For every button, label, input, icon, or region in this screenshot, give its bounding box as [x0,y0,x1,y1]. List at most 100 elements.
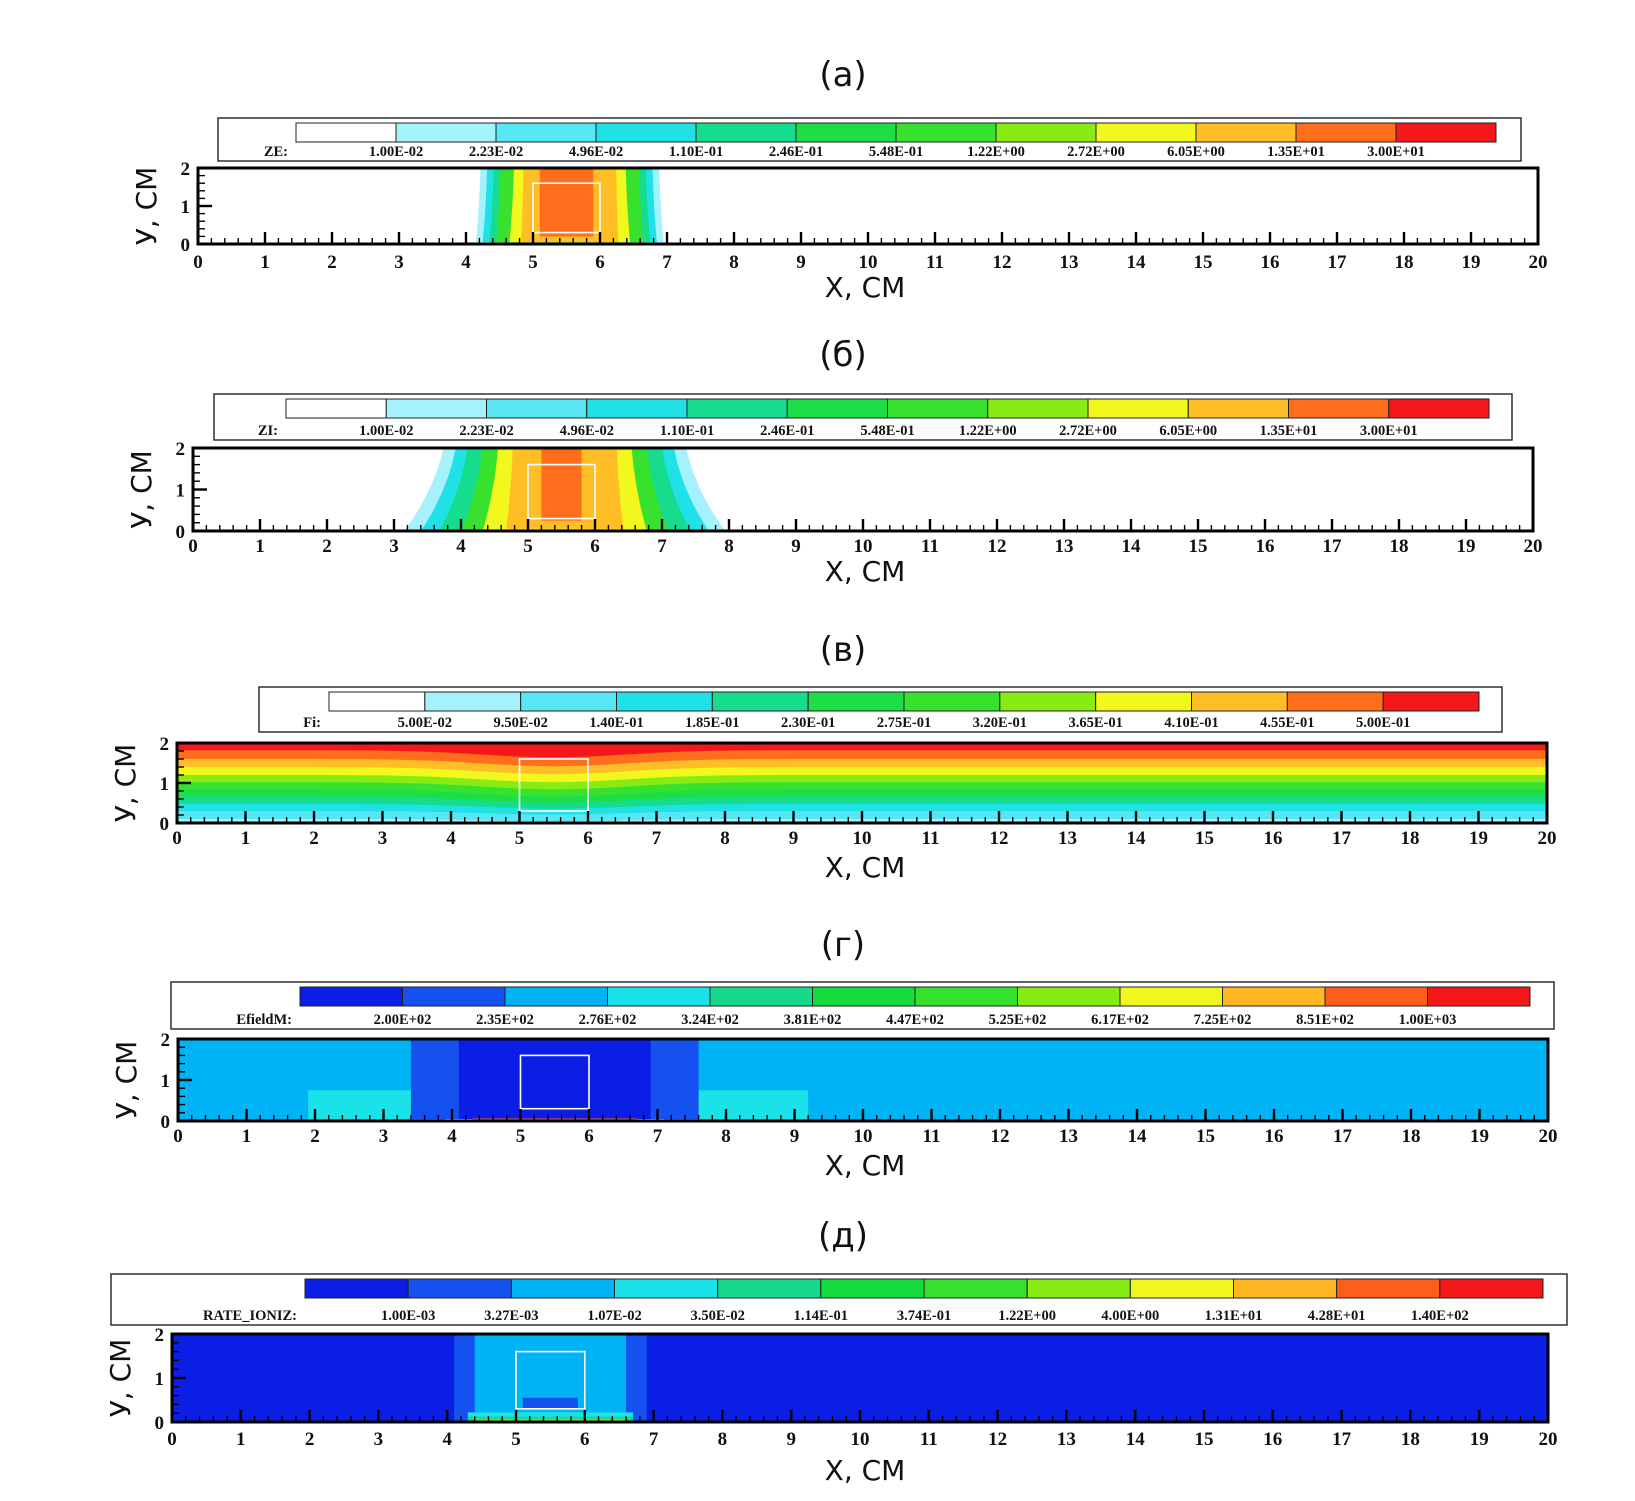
legend-swatch [1026,1278,1131,1299]
legend-swatch [812,986,916,1007]
legend-swatch [504,986,608,1007]
legend-level-label: 1.40E+02 [1411,1308,1469,1324]
legend-level-label: 2.30E-01 [781,715,835,731]
legend-swatch [1295,122,1397,143]
x-tick-label: 10 [854,536,873,557]
legend-level-label: 4.28E+01 [1308,1308,1366,1324]
panel-4: (д) RATE_IONIZ: 1.00E-03 3.27E-03 1.07E-02 3.… [104,1216,1568,1487]
x-tick-label: 15 [1189,536,1208,557]
x-tick-label: 5 [515,828,525,849]
x-tick-label: 5 [511,1429,521,1450]
y-tick-label: 0 [181,235,191,256]
y-tick-label: 1 [161,1071,171,1092]
legend-level-label: 3.00E+01 [1360,423,1418,439]
legend-swatch [328,691,426,712]
contour-field [193,448,1533,531]
x-tick-label: 4 [456,536,466,557]
legend-level-label: 4.00E+00 [1101,1308,1159,1324]
x-tick-label: 15 [1195,1429,1214,1450]
legend-level-label: 3.24E+02 [681,1012,739,1028]
x-tick-label: 11 [920,1429,938,1450]
x-tick-label: 4 [446,828,456,849]
x-tick-label: 0 [173,1126,183,1147]
x-tick-label: 16 [1256,536,1275,557]
x-tick-label: 6 [583,828,593,849]
legend-level-label: 2.23E-02 [469,144,523,160]
x-tick-label: 20 [1539,1429,1558,1450]
x-tick-label: 12 [990,828,1009,849]
x-tick-label: 8 [724,536,734,557]
legend-label: ZE: [264,144,288,160]
x-tick-label: 19 [1462,252,1481,273]
y-tick-label: 2 [160,734,170,755]
legend-level-label: 1.00E-02 [369,144,423,160]
x-tick-label: 14 [1128,1126,1148,1147]
legend-level-label: 2.72E+00 [1059,423,1117,439]
legend-level-label: 4.96E-02 [569,144,623,160]
legend-swatch [510,1278,616,1299]
contour-band [177,743,1547,758]
contour-field [178,1039,1548,1121]
x-tick-label: 2 [310,1126,320,1147]
panel-title: (б) [819,335,867,375]
y-axis-label: У, CM [125,450,158,529]
x-tick-label: 19 [1469,828,1488,849]
legend-swatch [795,122,897,143]
y-tick-label: 0 [155,1413,165,1434]
x-tick-label: 8 [721,1126,731,1147]
x-tick-label: 7 [662,252,672,273]
legend-swatch [1095,122,1197,143]
x-tick-label: 3 [379,1126,389,1147]
legend-swatch [903,691,1001,712]
x-tick-label: 18 [1390,536,1409,557]
x-tick-label: 2 [305,1429,315,1450]
legend-level-label: 4.10E-01 [1164,715,1218,731]
legend-level-label: 4.55E-01 [1260,715,1314,731]
x-tick-label: 17 [1328,252,1348,273]
x-tick-label: 9 [786,1429,796,1450]
y-tick-label: 2 [176,439,186,460]
y-tick-label: 0 [160,814,170,835]
x-tick-label: 1 [255,536,265,557]
x-tick-label: 17 [1323,536,1343,557]
legend-level-label: 2.35E+02 [476,1012,534,1028]
x-tick-label: 7 [649,1429,659,1450]
legend-swatch [895,122,997,143]
x-tick-label: 4 [442,1429,452,1450]
x-tick-label: 9 [796,252,806,273]
legend-level-label: 4.47E+02 [886,1012,944,1028]
legend-level-label: 1.85E-01 [685,715,739,731]
legend-level-label: 2.76E+02 [579,1012,637,1028]
x-tick-label: 11 [923,1126,941,1147]
y-tick-label: 2 [181,159,191,180]
legend-level-label: 5.48E-01 [869,144,923,160]
legend-swatch [395,122,497,143]
legend-swatch [486,398,588,419]
x-axis-label: X, CM [825,1454,906,1487]
x-tick-label: 1 [236,1429,246,1450]
legend-swatch [1087,398,1189,419]
legend-level-label: 7.25E+02 [1194,1012,1252,1028]
legend-level-label: 1.10E-01 [660,423,714,439]
x-tick-label: 10 [854,1126,873,1147]
legend-level-label: 1.14E-01 [794,1308,848,1324]
contour-region [474,1334,627,1420]
x-tick-label: 0 [188,536,198,557]
x-tick-label: 14 [1127,828,1147,849]
x-tick-label: 2 [322,536,332,557]
contour-background [193,448,1533,531]
legend-level-label: 1.31E+01 [1205,1308,1263,1324]
x-tick-label: 17 [1333,1126,1353,1147]
legend-swatch [887,398,989,419]
legend-level-label: 1.10E-01 [669,144,723,160]
y-tick-label: 2 [155,1325,165,1346]
x-tick-label: 5 [516,1126,526,1147]
legend-swatch [407,1278,512,1299]
contour-region [522,1397,578,1409]
contour-field [172,1334,1548,1422]
x-tick-label: 13 [1059,1126,1078,1147]
legend-swatch [402,986,506,1007]
x-tick-label: 11 [922,828,940,849]
legend-level-label: 2.72E+00 [1067,144,1125,160]
